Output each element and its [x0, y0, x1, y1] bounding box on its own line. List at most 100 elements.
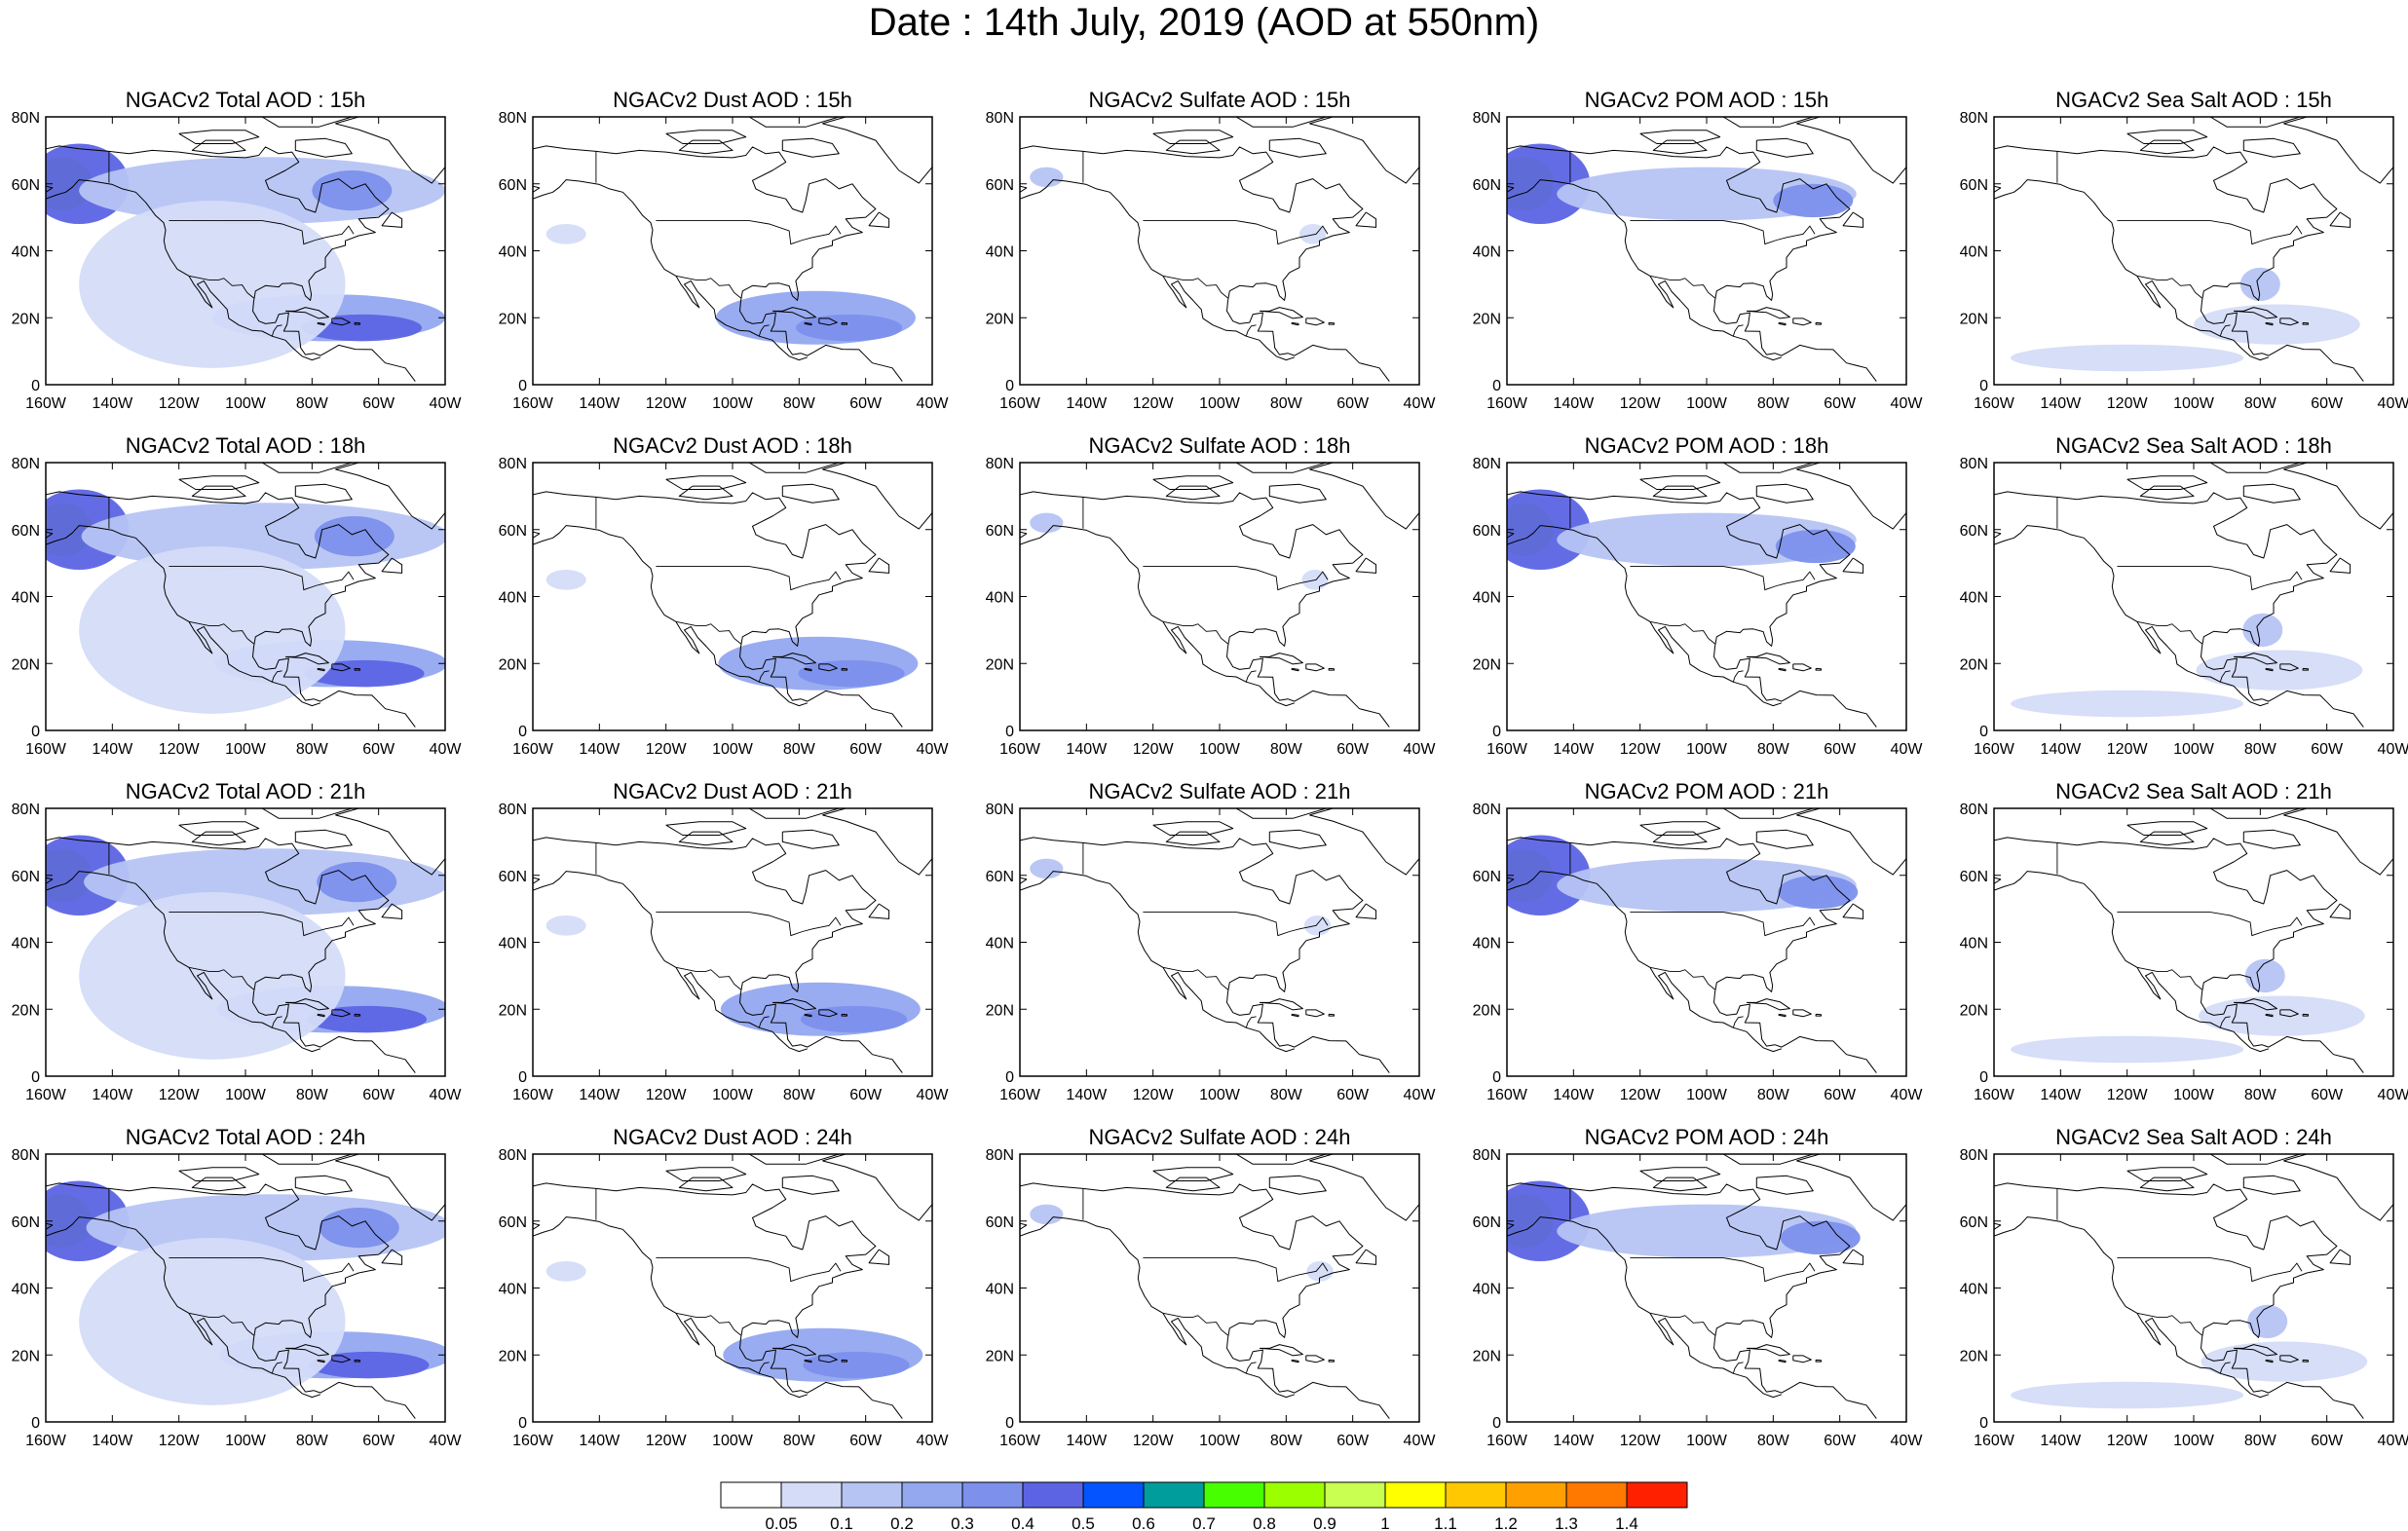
panel-title: NGACv2 Sulfate AOD : 18h	[1088, 433, 1350, 458]
aod-blob	[1299, 224, 1327, 244]
y-tick-label: 60N	[986, 177, 1014, 194]
aod-blob	[79, 1237, 346, 1405]
coastline-island	[1165, 139, 1221, 155]
aod-blob	[2198, 995, 2365, 1036]
aod-field	[2011, 267, 2360, 372]
aod-blob	[2247, 1304, 2288, 1339]
coastline-island	[381, 1249, 403, 1265]
country-border	[1143, 912, 1329, 937]
aod-blob	[312, 170, 393, 211]
x-tick-label: 60W	[1336, 1433, 1370, 1449]
y-tick-label: 40N	[12, 936, 40, 952]
y-tick-label: 0	[31, 1415, 40, 1432]
coastline-island	[818, 1355, 838, 1363]
coastline-island	[261, 463, 353, 473]
y-tick-label: 0	[518, 1415, 527, 1432]
country-border	[1649, 620, 1715, 645]
aod-blob	[2194, 304, 2360, 345]
country-border	[758, 324, 770, 337]
colorbar-box	[780, 1481, 843, 1509]
country-border	[758, 670, 770, 683]
x-tick-label: 100W	[2173, 395, 2215, 412]
coastline-greenland	[335, 808, 445, 876]
country-border	[1630, 220, 1816, 245]
coastline-island	[1152, 475, 1234, 490]
y-tick-label: 60N	[499, 177, 527, 194]
panel-title: NGACv2 Sulfate AOD : 24h	[1088, 1125, 1350, 1149]
coastline-island	[191, 139, 246, 155]
coastline-greenland	[1796, 1154, 1906, 1221]
coastline-island	[331, 317, 351, 326]
x-tick-label: 80W	[296, 741, 329, 758]
x-tick-label: 100W	[1686, 741, 1728, 758]
country-border	[1649, 966, 1715, 990]
x-tick-label: 140W	[579, 1087, 621, 1103]
y-tick-label: 80N	[1473, 1147, 1501, 1164]
country-border	[1732, 324, 1744, 337]
coastline-island	[1165, 1176, 1221, 1192]
coastline-island	[1722, 117, 1814, 128]
coastline-island	[1328, 1013, 1335, 1017]
x-tick-label: 80W	[783, 741, 816, 758]
x-tick-label: 120W	[159, 1433, 201, 1449]
coastline-island	[1152, 821, 1234, 836]
y-tick-label: 0	[31, 1069, 40, 1086]
panel-title: NGACv2 Total AOD : 18h	[126, 433, 366, 458]
coastline-island	[2329, 557, 2352, 574]
x-tick-label: 160W	[999, 1087, 1041, 1103]
x-tick-label: 60W	[1824, 1433, 1857, 1449]
panel-title: NGACv2 Sulfate AOD : 21h	[1088, 779, 1350, 803]
coastline-island	[781, 829, 840, 849]
panel-background	[1020, 463, 1419, 730]
map-outlines	[1507, 1154, 1906, 1419]
aod-blob	[546, 570, 586, 590]
y-tick-label: 20N	[12, 311, 40, 327]
coastline-island	[284, 307, 329, 319]
country-border	[1732, 1016, 1744, 1028]
x-tick-label: 40W	[917, 741, 950, 758]
x-tick-label: 80W	[296, 395, 329, 412]
colorbar-box	[841, 1481, 903, 1509]
aod-blob	[1030, 858, 1064, 879]
colorbar-box	[1384, 1481, 1447, 1509]
map-outlines	[1020, 117, 1419, 382]
x-tick-label: 120W	[1133, 1087, 1175, 1103]
x-tick-label: 60W	[362, 741, 395, 758]
y-tick-label: 40N	[1473, 936, 1501, 952]
aod-field	[1507, 143, 1857, 224]
coastline-atlantic	[533, 491, 903, 728]
y-tick-label: 20N	[1960, 656, 1988, 673]
coastline-island	[2265, 321, 2274, 326]
map-outlines	[1020, 1154, 1419, 1419]
x-tick-label: 140W	[92, 741, 133, 758]
coastline-island	[1259, 1344, 1303, 1357]
aod-field	[1507, 835, 1859, 915]
x-tick-label: 100W	[1686, 395, 1728, 412]
coastline-island	[2329, 211, 2352, 228]
panel-pom-24h: NGACv2 POM AOD : 24h 160W 140W 120W 100W 80W 6…	[1473, 1125, 1924, 1449]
coastline-island	[1842, 1249, 1864, 1265]
coastline-island	[1652, 485, 1708, 501]
coastline-island	[1746, 307, 1790, 319]
coastline-island	[1355, 903, 1377, 919]
y-tick-label: 80N	[1473, 110, 1501, 127]
coastline-atlantic	[1020, 491, 1390, 728]
x-tick-label: 60W	[2311, 1087, 2344, 1103]
map-outlines	[1507, 117, 1906, 382]
y-tick-label: 40N	[986, 936, 1014, 952]
x-tick-label: 120W	[2107, 741, 2149, 758]
coastline-island	[1268, 483, 1327, 504]
coastline-island	[317, 1359, 325, 1363]
coastline-island	[331, 1355, 351, 1363]
coastline-island	[1152, 1167, 1234, 1181]
coastline-island	[1815, 667, 1822, 671]
y-tick-label: 0	[1005, 724, 1014, 740]
country-border	[2117, 1257, 2303, 1283]
x-tick-label: 80W	[1757, 1433, 1790, 1449]
coastline-greenland	[1796, 117, 1906, 184]
coastline-island	[2126, 1167, 2208, 1181]
aod-blob	[2244, 958, 2285, 993]
coastline-island	[2233, 653, 2277, 665]
coastline-island	[294, 829, 353, 849]
x-tick-label: 100W	[1199, 1433, 1241, 1449]
